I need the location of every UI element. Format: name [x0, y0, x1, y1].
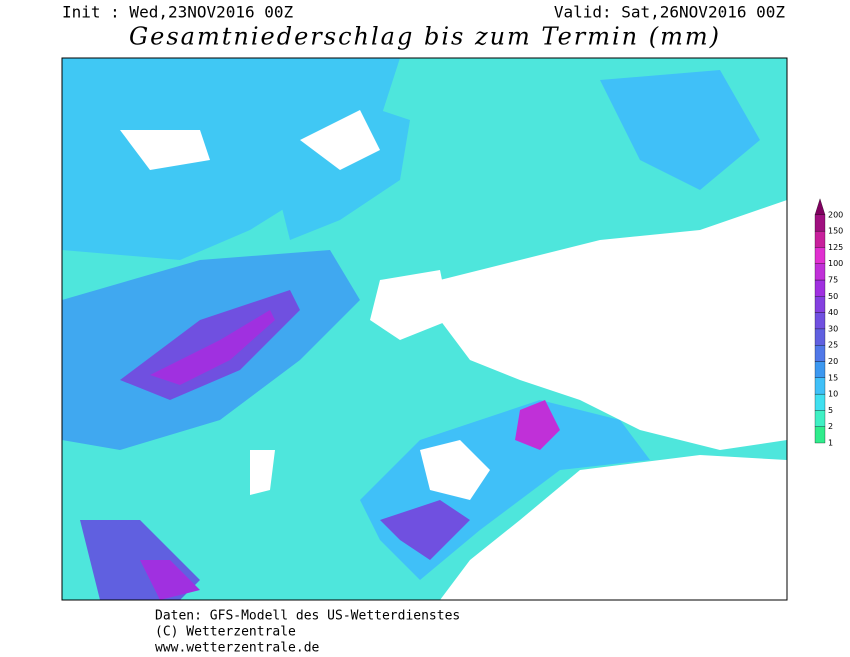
colorbar-label: 150	[828, 227, 843, 236]
colorbar-label: 1	[828, 439, 833, 448]
colorbar-label: 100	[828, 259, 843, 268]
colorbar-label: 40	[828, 308, 838, 317]
colorbar-label: 15	[828, 373, 838, 382]
colorbar-segment	[814, 296, 826, 313]
colorbar-label: 10	[828, 390, 838, 399]
colorbar-segment	[814, 230, 826, 248]
colorbar-label: 50	[828, 292, 838, 301]
colorbar-segment	[814, 312, 826, 330]
colorbar-label: 75	[828, 276, 838, 285]
colorbar-arrow	[814, 198, 826, 215]
colorbar-label: 20	[828, 357, 838, 366]
valid-label: Valid: Sat,26NOV2016 00Z	[554, 3, 786, 22]
colorbar-segment	[814, 345, 826, 362]
colorbar-segment	[814, 247, 826, 264]
colorbar-segment	[814, 361, 826, 378]
map	[61, 57, 788, 601]
colorbar-segment	[814, 410, 826, 427]
colorbar-segment	[814, 279, 826, 297]
footer-line: www.wetterzentrale.de	[155, 641, 320, 656]
colorbar-label: 2	[828, 422, 833, 431]
colorbar-label: 200	[828, 210, 843, 219]
footer-line: (C) Wetterzentrale	[155, 625, 296, 640]
colorbar-segment	[814, 214, 826, 232]
colorbar-label: 125	[828, 243, 843, 252]
init-label: Init : Wed,23NOV2016 00Z	[62, 3, 294, 22]
colorbar-segment	[814, 393, 826, 411]
colorbar-label: 30	[828, 324, 838, 333]
footer-line: Daten: GFS-Modell des US-Wetterdienstes	[155, 609, 460, 624]
colorbar-segment	[814, 377, 826, 395]
colorbar-segment	[814, 328, 826, 346]
colorbar-segment	[814, 426, 826, 444]
map-title: Gesamtniederschlag bis zum Termin (mm)	[129, 23, 721, 51]
colorbar-label: 5	[828, 406, 833, 415]
colorbar-label: 25	[828, 341, 838, 350]
colorbar-segment	[814, 263, 826, 281]
